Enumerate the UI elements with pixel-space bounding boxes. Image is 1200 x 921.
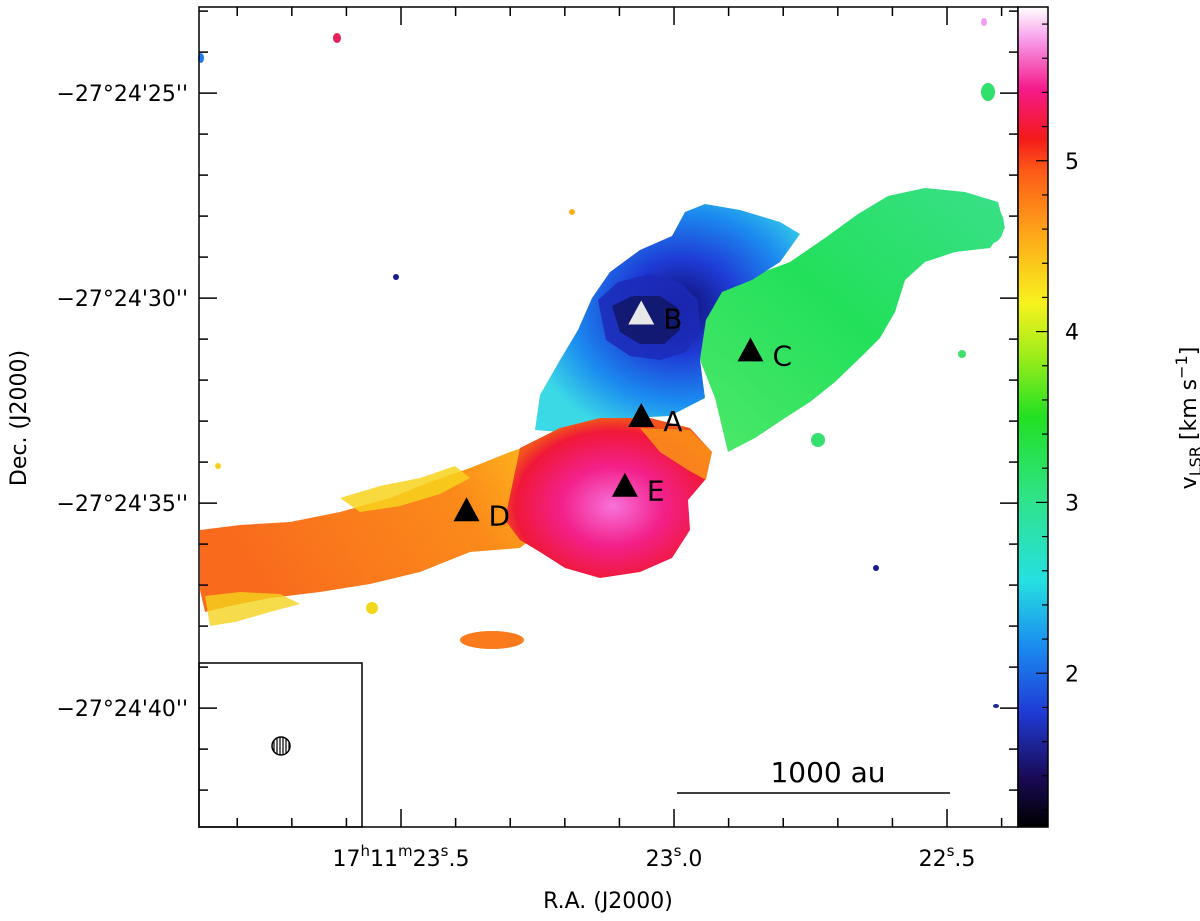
x-tick-label-part: 11 (370, 847, 398, 872)
colorbar-title-end: ] (1177, 347, 1200, 356)
source-markers: A B C D E (453, 300, 792, 532)
y-tick-label: −27°24'25'' (56, 82, 188, 107)
clump (569, 209, 575, 215)
colorbar-title-sub: LSR (1186, 446, 1200, 476)
source-label-e: E (647, 475, 665, 508)
orange-rim (640, 428, 712, 480)
orange-tail (200, 440, 560, 612)
y-tick-label: −27°24'40'' (56, 697, 188, 722)
clump (873, 565, 879, 571)
clump (980, 207, 1004, 243)
source-marker-e (611, 472, 638, 497)
x-tick-label-part: 17 (333, 847, 361, 872)
x-tick-label-part: .0 (681, 847, 702, 872)
source-label-b: B (663, 303, 682, 336)
x-axis-title: R.A. (J2000) (543, 889, 673, 914)
x-tick-label-part: 22 (919, 847, 947, 872)
x-tick-label-part: .5 (954, 847, 975, 872)
clump (333, 33, 341, 43)
source-label-c: C (772, 339, 792, 372)
clump (366, 602, 378, 614)
x-tick-label-part: .5 (449, 847, 470, 872)
colorbar-title-sup: −1 (1172, 355, 1191, 379)
red-pink-core (505, 418, 712, 578)
y-axis-title: Dec. (J2000) (7, 350, 32, 486)
yellow-rim (340, 466, 470, 512)
x-tick-label-part: 23 (646, 847, 674, 872)
x-tick-label-part: s (674, 842, 682, 860)
green-lobe (700, 188, 1005, 452)
yellow-tail-edge (205, 592, 300, 626)
colorbar-title-v: v (1177, 476, 1200, 489)
clump (993, 704, 999, 708)
colorbar-title-unit: [km s (1177, 379, 1200, 440)
y-axis: −27°24'25'' −27°24'30'' −27°24'35'' −27°24'… (56, 10, 1018, 791)
clump (958, 350, 966, 358)
beam-ellipse (271, 736, 291, 756)
clump (981, 18, 987, 26)
x-tick-label-part: m (398, 842, 413, 860)
source-marker-b (628, 300, 655, 325)
x-axis: 17h11m23s.5 23s.0 22s.5 (236, 7, 1003, 872)
colorbar-title: vLSR [km s−1] (1172, 347, 1200, 490)
y-tick-label: −27°24'35'' (56, 492, 188, 517)
clump (215, 463, 221, 469)
colorbar-ticks: 2 3 4 5 (1036, 23, 1079, 811)
source-label-a: A (663, 405, 682, 438)
clump (393, 274, 399, 280)
source-marker-c (737, 337, 764, 362)
colorbar (1017, 6, 1049, 828)
x-tick-label: 17h11m23s.5 (333, 842, 470, 872)
x-tick-label: 23s.0 (646, 842, 703, 872)
clump (811, 433, 825, 447)
clump (981, 83, 995, 101)
source-label-d: D (489, 499, 511, 532)
colorbar-tick-label: 4 (1065, 321, 1079, 346)
x-tick-label-part: s (441, 842, 449, 860)
clump (460, 631, 524, 649)
x-tick-label-part: h (361, 842, 371, 860)
colorbar-tick-label: 5 (1065, 150, 1079, 175)
x-tick-label: 22s.5 (919, 842, 976, 872)
source-marker-a (628, 403, 655, 427)
y-tick-label: −27°24'30'' (56, 287, 188, 312)
colorbar-tick-label: 3 (1065, 491, 1079, 516)
colorbar-tick-label: 2 (1065, 662, 1079, 687)
x-tick-label-part: 23 (413, 847, 441, 872)
x-tick-label-part: s (947, 842, 955, 860)
scale-bar-label: 1000 au (770, 756, 885, 789)
source-marker-d (453, 497, 480, 522)
